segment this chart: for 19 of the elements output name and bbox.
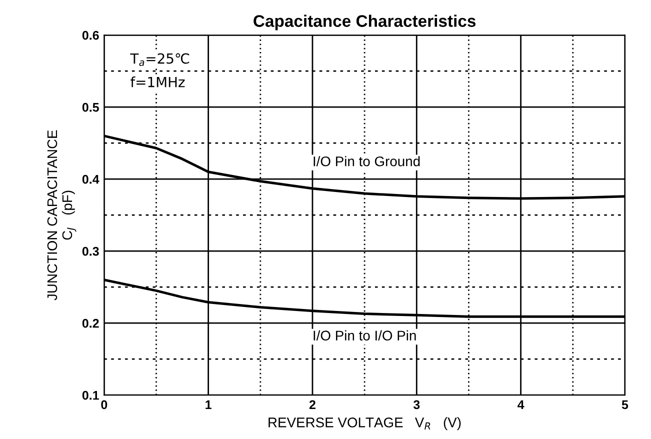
- series-label: I/O Pin to Ground: [314, 156, 420, 166]
- x-tick-label: 2: [309, 400, 316, 410]
- annotation: f=1MHz: [130, 76, 185, 88]
- text: JUNCTION CAPACITANCE C$_{J}$ (pF): [47, 130, 76, 300]
- y-tick-label: 0.2: [82, 318, 99, 328]
- y-tick-label: 0.5: [82, 102, 99, 112]
- x-tick-label: 4: [518, 400, 524, 410]
- y-tick-label: 0.1: [82, 390, 99, 400]
- x-tick-label: 5: [622, 400, 628, 410]
- y-tick-label: 0.3: [82, 246, 99, 256]
- y-tick-label: 0.4: [82, 174, 100, 184]
- annotation: T$_{a}$=25℃: [130, 53, 190, 66]
- x-tick-label: 3: [413, 400, 420, 410]
- x-tick-label: 0: [101, 400, 108, 410]
- chart-title: Capacitance Characteristics: [254, 14, 476, 30]
- x-tick-label: 1: [206, 400, 212, 410]
- text: REVERSE VOLTAGE V$_{R}$ (V): [268, 417, 461, 430]
- series-label: I/O Pin to I/O Pin: [314, 330, 416, 341]
- y-tick-label: 0.6: [82, 30, 99, 40]
